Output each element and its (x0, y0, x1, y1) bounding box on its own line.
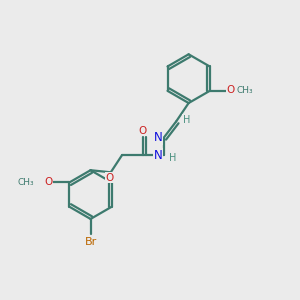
Text: O: O (226, 85, 234, 95)
Text: CH₃: CH₃ (17, 178, 34, 187)
Text: N: N (154, 131, 163, 144)
Text: O: O (44, 177, 53, 188)
Text: N: N (154, 148, 163, 162)
Text: O: O (105, 172, 113, 183)
Text: CH₃: CH₃ (236, 86, 253, 95)
Text: H: H (169, 153, 176, 163)
Text: Br: Br (84, 237, 97, 247)
Text: H: H (183, 115, 190, 125)
Text: O: O (139, 126, 147, 136)
